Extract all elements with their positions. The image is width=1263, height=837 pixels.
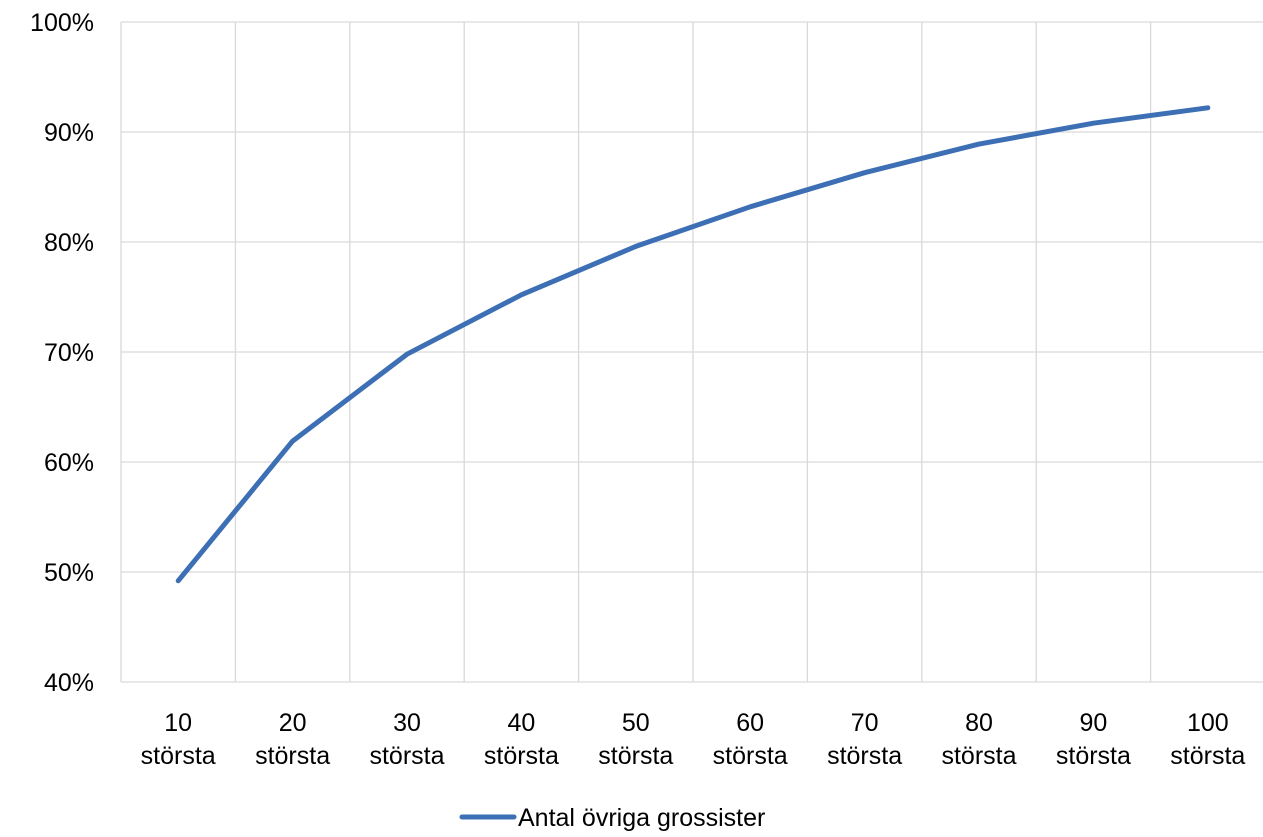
y-tick-label: 60% bbox=[44, 449, 94, 477]
y-tick-label: 100% bbox=[30, 9, 94, 37]
y-tick-label: 80% bbox=[44, 229, 94, 257]
y-tick-label: 50% bbox=[44, 559, 94, 587]
y-tick-label: 40% bbox=[44, 669, 94, 697]
y-tick-label: 90% bbox=[44, 119, 94, 147]
y-tick-label: 70% bbox=[44, 339, 94, 367]
legend: Antal övriga grossister bbox=[462, 804, 765, 832]
legend-label: Antal övriga grossister bbox=[518, 804, 765, 832]
